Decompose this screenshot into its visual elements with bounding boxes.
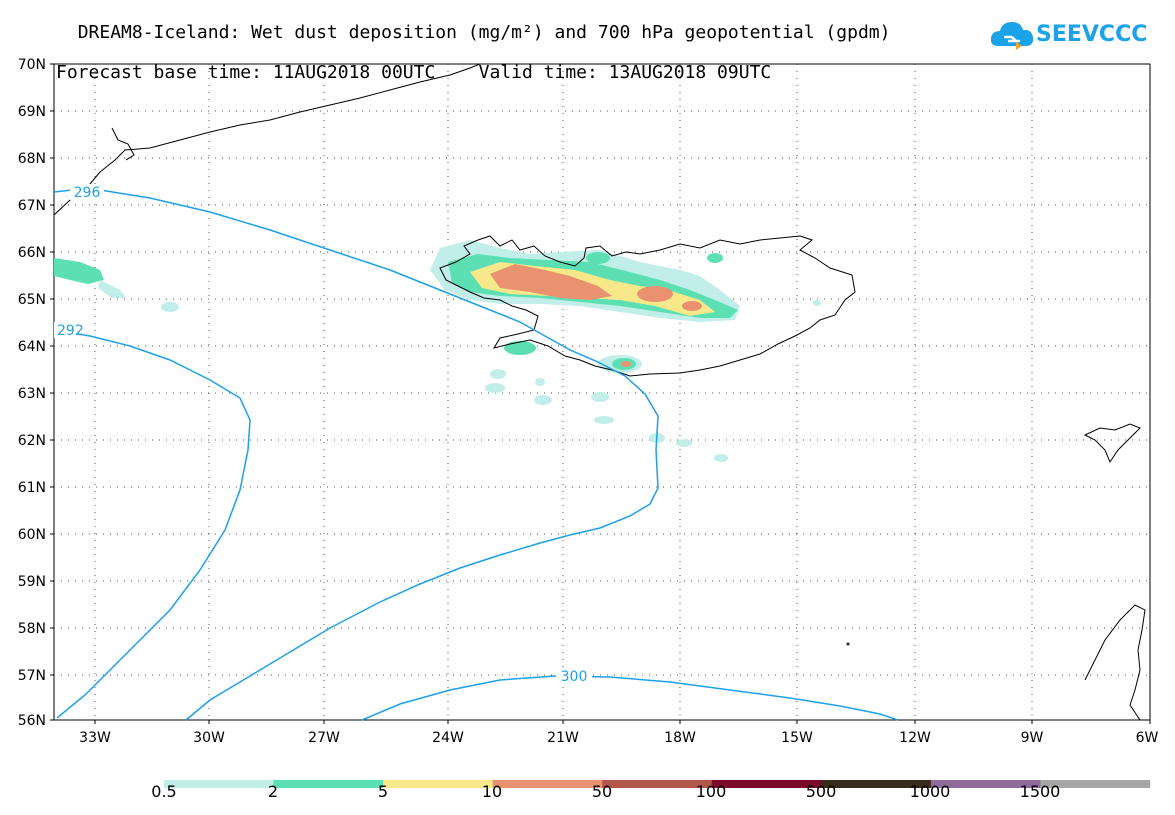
title-line-1: DREAM8-Iceland: Wet dust deposition (mg/… xyxy=(77,22,891,43)
lon-label-15w: 15W xyxy=(781,730,813,746)
legend-label-5: 5 xyxy=(377,782,389,801)
logo-text: SEEVCCC xyxy=(1036,22,1148,47)
deposition-area xyxy=(586,252,610,264)
deposition-area xyxy=(707,253,723,263)
legend-label-50: 50 xyxy=(591,782,613,801)
legend-swatch xyxy=(711,780,822,788)
lat-label-70n: 70N xyxy=(18,57,46,73)
deposition-area xyxy=(490,369,506,379)
contour-label-300: 300 xyxy=(561,669,588,685)
scotland-coastline xyxy=(1084,604,1146,721)
lat-label-60n: 60N xyxy=(18,527,46,543)
iceland-coastline xyxy=(439,235,856,377)
legend-swatch xyxy=(602,780,713,788)
lat-label-58n: 58N xyxy=(18,621,46,637)
lat-label-66n: 66N xyxy=(18,245,46,261)
lat-label-63n: 63N xyxy=(18,386,46,402)
legend-label-0-5: 0.5 xyxy=(151,782,177,801)
lat-label-62n: 62N xyxy=(18,433,46,449)
deposition-area xyxy=(621,361,631,367)
contour-line-300 xyxy=(361,675,899,721)
greenland-coastline xyxy=(53,63,481,216)
contour-line-296 xyxy=(53,189,659,721)
legend-label-1500: 1500 xyxy=(1019,782,1061,801)
contour-label-bg xyxy=(556,668,592,684)
legend-label-10: 10 xyxy=(481,782,503,801)
lat-label-68n: 68N xyxy=(18,151,46,167)
seevccc-logo: SEEVCCC xyxy=(990,16,1147,56)
contour-label-292: 292 xyxy=(57,323,84,339)
coastlines xyxy=(53,63,1146,721)
lat-label-64n: 64N xyxy=(18,339,46,355)
lon-label-12w: 12W xyxy=(899,730,931,746)
deposition-area xyxy=(161,302,179,312)
contour-label-bg xyxy=(54,322,78,338)
map-frame xyxy=(53,63,1151,721)
legend-swatch xyxy=(930,780,1041,788)
deposition-area xyxy=(714,454,728,462)
legend-label-1000: 1000 xyxy=(909,782,951,801)
deposition-area xyxy=(813,300,821,306)
contour-label-bg xyxy=(70,184,104,200)
deposition-area xyxy=(591,392,609,402)
lon-label-27w: 27W xyxy=(308,730,340,746)
island-dot xyxy=(846,642,850,646)
map-title: DREAM8-Iceland: Wet dust deposition (mg/… xyxy=(56,3,890,103)
title-line-2: Forecast base time: 11AUG2018 00UTC Vali… xyxy=(56,62,772,83)
deposition-area xyxy=(490,264,612,300)
contour-label-296: 296 xyxy=(74,185,101,201)
geopotential-contours xyxy=(53,189,899,721)
lon-label-6w: 6W xyxy=(1136,730,1159,746)
legend-label-100: 100 xyxy=(695,782,727,801)
lon-label-33w: 33W xyxy=(79,730,111,746)
deposition-area xyxy=(534,395,552,405)
deposition-area xyxy=(682,301,702,311)
contour-line-292 xyxy=(53,329,251,719)
faroe-coastline xyxy=(1083,423,1141,464)
legend-label-500: 500 xyxy=(805,782,837,801)
greenland-coastline xyxy=(111,127,135,161)
lat-label-61n: 61N xyxy=(18,480,46,496)
legend-swatch xyxy=(1040,780,1151,788)
legend-label-2: 2 xyxy=(267,782,279,801)
legend-swatch xyxy=(164,780,275,788)
deposition-area xyxy=(594,416,614,424)
lon-label-24w: 24W xyxy=(432,730,464,746)
lat-label-65n: 65N xyxy=(18,292,46,308)
deposition-area xyxy=(637,286,673,302)
cloud-icon xyxy=(990,22,1034,50)
lat-label-57n: 57N xyxy=(18,668,46,684)
legend-swatches xyxy=(164,780,1151,788)
deposition-area xyxy=(485,383,505,393)
legend-swatch xyxy=(492,780,603,788)
deposition-area xyxy=(676,439,692,447)
lon-label-30w: 30W xyxy=(193,730,225,746)
deposition-area xyxy=(535,378,545,386)
lat-label-59n: 59N xyxy=(18,574,46,590)
deposition-area xyxy=(54,258,104,284)
legend-swatch xyxy=(821,780,932,788)
deposition-area xyxy=(504,341,536,355)
lon-label-21w: 21W xyxy=(547,730,579,746)
lon-label-18w: 18W xyxy=(664,730,696,746)
graticule xyxy=(54,64,1150,720)
legend-swatch xyxy=(273,780,384,788)
dust-deposition-field xyxy=(54,240,821,462)
lat-label-56n: 56N xyxy=(18,713,46,729)
legend-swatch xyxy=(383,780,494,788)
tick-marks xyxy=(50,63,1151,724)
deposition-area xyxy=(98,280,126,298)
lat-label-67n: 67N xyxy=(18,198,46,214)
lat-label-69n: 69N xyxy=(18,104,46,120)
legend-colorbar xyxy=(164,773,1151,788)
lon-label-9w: 9W xyxy=(1021,730,1044,746)
